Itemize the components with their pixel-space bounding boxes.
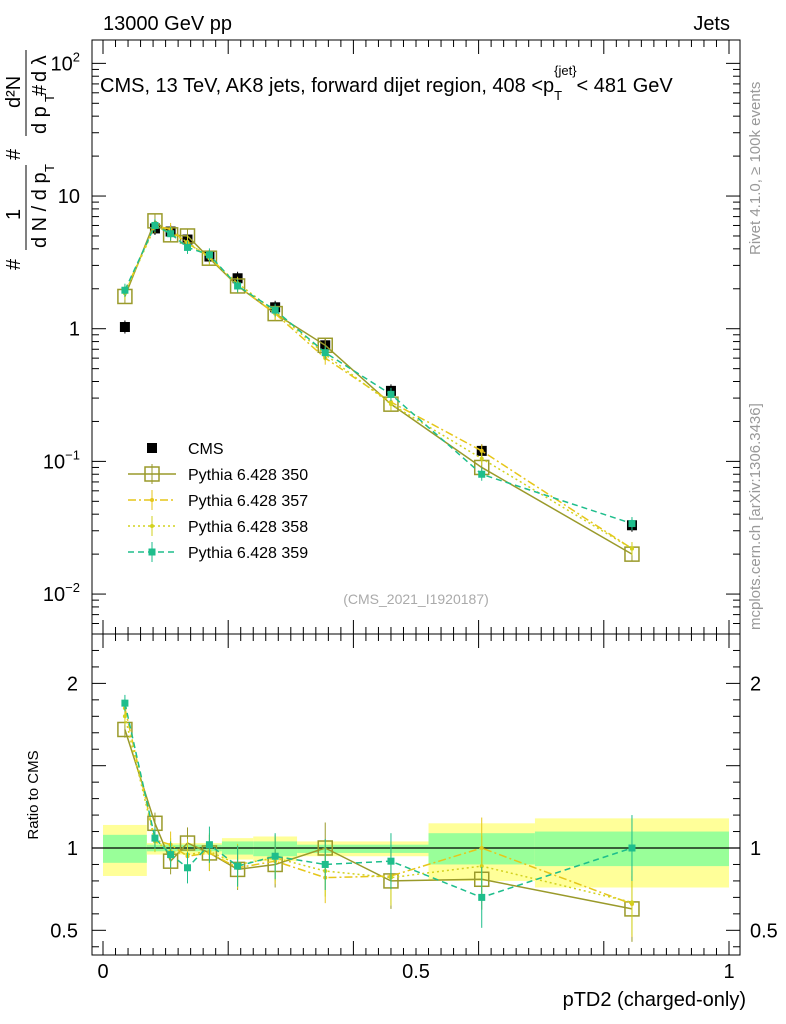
y-tick-label-3: 10 — [58, 186, 80, 208]
main-y-axis-label: # 1 d N / d p T # d²N d p T # d λ — [3, 50, 57, 270]
ratio-y-tick-label-1: 1 — [67, 838, 78, 860]
ratio-point-p359-8 — [387, 857, 395, 865]
ylabel-sub-1: T — [42, 164, 57, 172]
x-tick-label-0: 0 — [97, 961, 108, 983]
ratio-point-p359-4 — [205, 841, 213, 849]
main-title: CMS, 13 TeV, AK8 jets, forward dijet reg… — [100, 63, 673, 103]
ylabel-hash-1: # — [3, 258, 25, 270]
ratio-y-tick-label-right-2: 2 — [750, 673, 761, 695]
header-right: Jets — [693, 13, 730, 35]
ratio-line-p359 — [124, 702, 633, 899]
point-cms-0 — [119, 322, 130, 333]
mcplots-label: mcplots.cern.ch [arXiv:1306.3436] — [747, 403, 764, 630]
point-p359-8 — [387, 390, 395, 398]
y-tick-label-1: 10−1 — [43, 447, 80, 473]
main-title-sup: {jet} — [554, 63, 577, 78]
legend-label-p359: Pythia 6.428 359 — [188, 545, 308, 562]
point-p358-9 — [479, 456, 484, 461]
legend-marker-p359 — [148, 548, 156, 556]
legend-label-p358: Pythia 6.428 358 — [188, 519, 308, 536]
y-tick-label-0: 10−2 — [43, 580, 80, 606]
legend-label-cms: CMS — [188, 441, 224, 458]
ratio-y-tick-label-0: 0.5 — [50, 920, 78, 942]
ratio-y-tick-label-right-1: 1 — [750, 838, 761, 860]
point-p359-9 — [478, 470, 486, 478]
ylabel-one: 1 — [3, 209, 25, 220]
ratio-point-p358-0 — [122, 714, 127, 719]
ratio-point-p358-9 — [479, 864, 484, 869]
legend-label-p350: Pythia 6.428 350 — [188, 467, 308, 484]
point-p359-6 — [271, 306, 279, 314]
point-p359-0 — [121, 286, 129, 294]
ratio-point-p359-3 — [184, 864, 192, 872]
ratio-line-p358 — [124, 716, 633, 904]
ratio-point-p359-7 — [321, 860, 329, 868]
main-title-end: < 481 GeV — [577, 75, 674, 97]
point-p359-10 — [628, 520, 636, 528]
ratio-frame — [91, 633, 741, 956]
ylabel-hash-3: # — [29, 84, 51, 96]
ratio-point-p359-1 — [151, 834, 159, 842]
ratio-point-p359-5 — [234, 862, 242, 870]
legend-label-p357: Pythia 6.428 357 — [188, 493, 308, 510]
x-axis-label: pTD2 (charged-only) — [563, 989, 746, 1011]
ratio-point-p359-9 — [478, 893, 486, 901]
point-p358-10 — [629, 546, 634, 551]
watermark: (CMS_2021_I1920187) — [343, 591, 489, 607]
ratio-y-tick-label-right-0: 0.5 — [750, 920, 778, 942]
y-tick-label-2: 1 — [69, 319, 80, 341]
ratio-point-p359-10 — [628, 844, 636, 852]
ratio-point-p359-2 — [167, 851, 175, 859]
ratio-point-p359-6 — [271, 852, 279, 860]
main-title-sub: T — [554, 88, 562, 103]
x-tick-label-1: 0.5 — [402, 961, 430, 983]
point-p359-2 — [167, 230, 175, 238]
point-p359-1 — [151, 221, 159, 229]
legend-marker-p350 — [144, 466, 160, 482]
ylabel-num-2: d²N — [3, 76, 25, 108]
y-tick-label-4: 102 — [51, 49, 80, 75]
main-line-p358 — [124, 225, 633, 550]
ratio-y-axis-label: Ratio to CMS — [25, 750, 42, 839]
point-p358-8 — [388, 402, 393, 407]
band-green-4 — [297, 844, 429, 853]
ylabel-denom-2: d p — [29, 106, 51, 134]
point-p359-4 — [205, 251, 213, 259]
main-panel: 10−2 10−1 1 10 102 (CMS_2021_I1920187) CMS Pyth… — [43, 39, 741, 635]
point-p357-9 — [479, 448, 484, 453]
ylabel-sub-2: T — [42, 94, 57, 102]
point-p359-7 — [321, 349, 329, 357]
ylabel-hash-2: # — [3, 148, 25, 160]
band-green-0 — [103, 834, 147, 863]
legend-marker-cms — [147, 443, 157, 453]
ratio-point-p359-0 — [121, 699, 129, 707]
x-tick-label-2: 1 — [723, 961, 734, 983]
ylabel-dlambda: d λ — [29, 55, 51, 82]
point-p359-5 — [234, 282, 242, 290]
ratio-y-tick-label-2: 2 — [67, 673, 78, 695]
main-title-text: CMS, 13 TeV, AK8 jets, forward dijet reg… — [100, 75, 554, 97]
ratio-panel: 0 0.5 1 0.5 0.5 1 1 2 2 — [50, 633, 778, 983]
legend-marker-p357 — [150, 498, 154, 502]
rivet-label: Rivet 4.1.0, ≥ 100k events — [747, 82, 764, 255]
legend-marker-p358 — [150, 524, 154, 528]
ratio-point-p358-10 — [629, 900, 634, 905]
header-left: 13000 GeV pp — [103, 13, 232, 35]
point-p359-3 — [184, 243, 192, 251]
ylabel-denom-1: d N / d p — [29, 172, 51, 248]
